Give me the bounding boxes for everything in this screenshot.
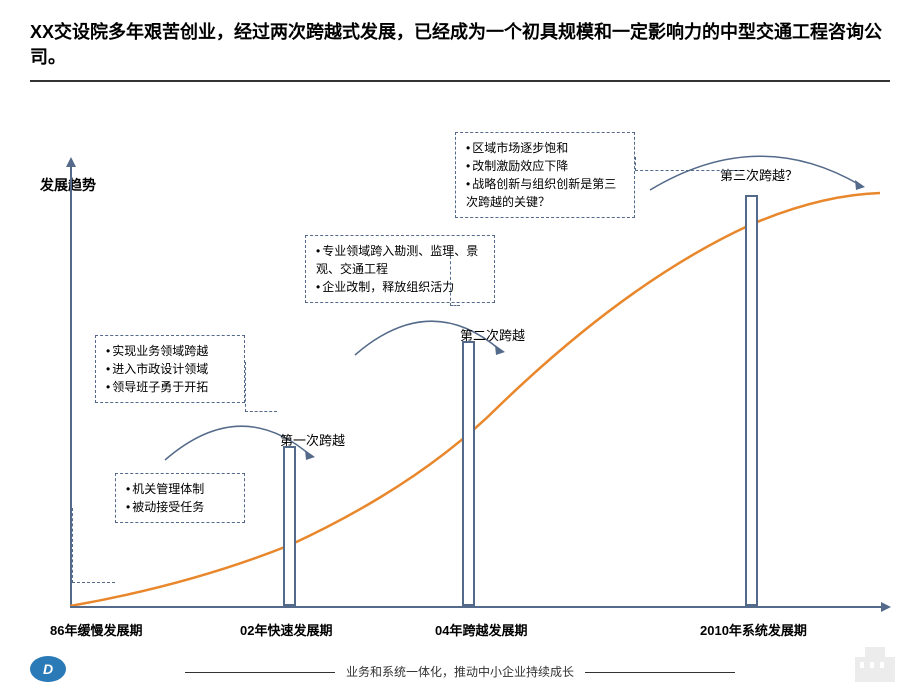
- x-axis-label: 2010年系统发展期: [700, 620, 807, 639]
- x-axis-label: 02年快速发展期: [240, 620, 332, 639]
- milestone-bar: [745, 195, 758, 606]
- footer-text: 业务和系统一体化，推动中小企业持续成长: [346, 665, 574, 679]
- connector-line: [72, 508, 115, 583]
- logo-icon: D: [30, 656, 66, 682]
- building-icon: [850, 642, 900, 682]
- chart-area: 发展趋势 机关管理体制被动接受任务实现业务领域跨越进入市政设计领域领导班子勇于开…: [40, 95, 880, 605]
- x-axis-label: 04年跨越发展期: [435, 620, 527, 639]
- leap-label: 第一次跨越: [280, 430, 345, 449]
- title-underline: [30, 80, 890, 82]
- milestone-bar: [283, 446, 296, 606]
- connector-line: [450, 256, 460, 306]
- leap-label: 第二次跨越: [460, 325, 525, 344]
- footer: 业务和系统一体化，推动中小企业持续成长: [0, 663, 920, 680]
- milestone-bar: [462, 341, 475, 606]
- info-box: 区域市场逐步饱和改制激励效应下降战略创新与组织创新是第三次跨越的关键？: [455, 132, 635, 218]
- x-axis: [70, 606, 883, 608]
- info-box: 机关管理体制被动接受任务: [115, 473, 245, 523]
- info-box: 专业领域跨入勘测、监理、景观、交通工程企业改制，释放组织活力: [305, 235, 495, 303]
- connector-line: [245, 362, 277, 412]
- connector-line: [635, 157, 740, 171]
- x-axis-label: 86年缓慢发展期: [50, 620, 142, 639]
- info-box: 实现业务领域跨越进入市政设计领域领导班子勇于开拓: [95, 335, 245, 403]
- slide-title: XX交设院多年艰苦创业，经过两次跨越式发展，已经成为一个初具规模和一定影响力的中…: [0, 0, 920, 80]
